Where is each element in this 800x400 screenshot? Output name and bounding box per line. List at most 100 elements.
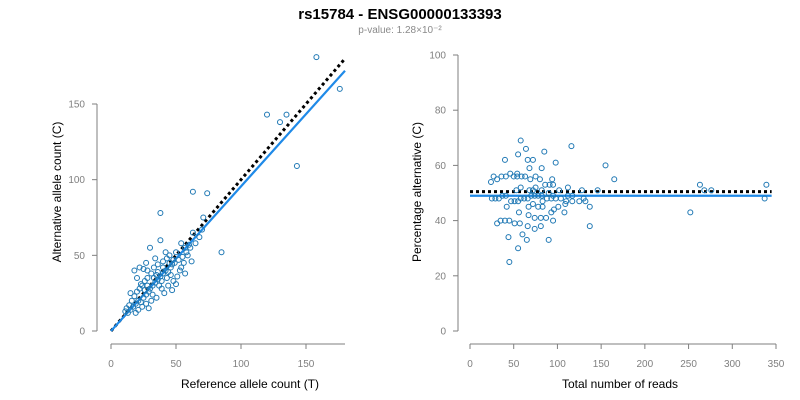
axis-ticks: 0 50 100 150 200 250 300 350 0 20 40 60 80 100: [429, 51, 784, 371]
data-point: [492, 195, 499, 202]
data-point: [192, 240, 199, 247]
data-point: [568, 143, 575, 150]
data-point: [154, 261, 161, 268]
x-tick-label: 50: [508, 359, 520, 370]
data-point: [218, 249, 225, 256]
data-point: [526, 187, 533, 194]
data-point: [144, 267, 151, 274]
data-point: [154, 268, 161, 275]
data-point: [187, 244, 194, 251]
data-point: [557, 195, 564, 202]
data-point: [283, 111, 290, 118]
data-point: [531, 225, 538, 232]
data-point: [162, 249, 169, 256]
data-point: [152, 255, 159, 262]
data-point: [602, 162, 609, 169]
x-tick-label: 350: [768, 359, 785, 370]
data-point: [140, 265, 147, 272]
data-point: [131, 293, 138, 300]
x-tick-label: 150: [298, 359, 315, 370]
y-tick-label: 0: [440, 327, 446, 338]
trend-lines: [109, 57, 347, 332]
data-point: [529, 156, 536, 163]
y-tick-label: 150: [68, 100, 85, 111]
chart-title: rs15784 - ENSG00000133393: [298, 6, 502, 23]
data-point: [144, 282, 151, 289]
data-point: [160, 264, 166, 271]
y-tick-label: 80: [435, 106, 447, 117]
data-point: [541, 148, 548, 155]
x-tick-label: 100: [233, 359, 250, 370]
data-point: [183, 249, 190, 256]
panel-reference-vs-alternative: 0 50 100 150 0 50 100 150 Reference allele coun…: [50, 54, 347, 391]
data-point: [687, 209, 694, 216]
data-point: [543, 214, 550, 221]
data-point: [498, 173, 505, 180]
y-tick-label: 50: [74, 251, 86, 262]
data-point: [163, 255, 170, 262]
data-point: [564, 192, 571, 199]
x-tick-label: 300: [724, 359, 741, 370]
data-point: [503, 203, 510, 210]
reference-line: [109, 57, 347, 332]
data-point: [169, 287, 176, 294]
data-point: [141, 278, 148, 285]
data-point: [179, 253, 186, 260]
fit-line: [110, 69, 346, 332]
x-tick-label: 250: [680, 359, 697, 370]
data-point: [336, 85, 343, 92]
data-point: [487, 178, 494, 185]
y-tick-label: 100: [429, 51, 446, 62]
data-point: [521, 195, 528, 202]
y-axis-title: Alternative allele count (C): [50, 122, 64, 263]
data-point: [136, 264, 143, 271]
data-point: [528, 192, 535, 199]
data-point: [517, 137, 524, 144]
y-tick-label: 40: [435, 216, 447, 227]
data-point: [516, 220, 523, 227]
data-point: [761, 195, 768, 202]
data-point: [131, 267, 138, 274]
data-point: [148, 297, 155, 304]
data-point: [522, 173, 529, 180]
data-point: [277, 119, 283, 126]
data-point: [538, 165, 545, 172]
data-point: [176, 267, 183, 274]
data-point: [165, 282, 172, 289]
data-point: [139, 303, 146, 310]
data-point: [149, 291, 156, 298]
data-point: [511, 198, 518, 205]
data-point: [145, 288, 152, 295]
data-point: [178, 240, 185, 247]
data-point: [539, 198, 546, 205]
data-point: [158, 278, 165, 285]
data-point: [128, 297, 135, 304]
data-point: [501, 217, 508, 224]
data-point: [578, 187, 585, 194]
x-tick-label: 0: [467, 359, 473, 370]
data-point: [535, 203, 542, 210]
data-point: [502, 192, 509, 199]
data-point: [488, 195, 495, 202]
data-point: [148, 270, 155, 277]
data-point: [550, 217, 557, 224]
data-point: [166, 259, 173, 266]
data-point: [147, 244, 153, 251]
data-point: [134, 288, 140, 295]
data-point: [562, 201, 569, 208]
data-point: [189, 188, 196, 195]
data-point: [524, 156, 531, 163]
x-tick-label: 50: [170, 359, 182, 370]
data-point: [508, 198, 515, 205]
data-point: [264, 111, 270, 118]
data-point: [153, 294, 160, 301]
data-point: [505, 234, 512, 241]
data-point: [184, 252, 191, 259]
data-point: [158, 285, 165, 292]
data-point: [550, 181, 557, 188]
data-point: [514, 173, 521, 180]
data-point: [150, 275, 157, 282]
data-point: [519, 231, 526, 238]
data-point: [548, 195, 555, 202]
